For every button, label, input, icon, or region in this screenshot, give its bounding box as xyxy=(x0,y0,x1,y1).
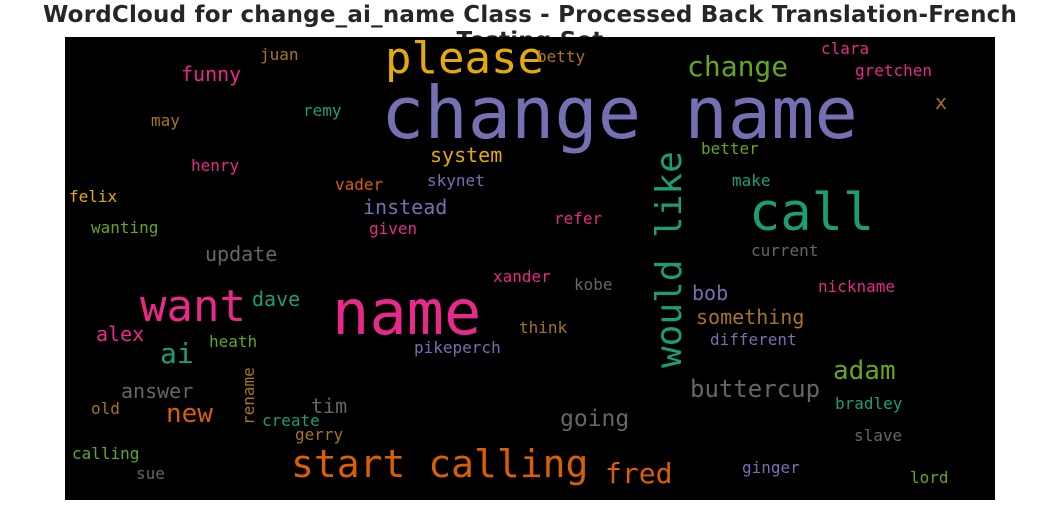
word-something: something xyxy=(696,307,804,327)
word-betty: betty xyxy=(537,49,585,65)
word-want: want xyxy=(140,285,246,329)
word-system: system xyxy=(430,145,502,165)
word-clara: clara xyxy=(821,41,869,57)
word-sue: sue xyxy=(136,466,165,482)
word-wanting: wanting xyxy=(91,220,158,236)
word-bob: bob xyxy=(692,283,728,303)
word-adam: adam xyxy=(833,358,896,384)
word-rename: rename xyxy=(241,367,257,425)
word-slave: slave xyxy=(854,428,902,444)
word-think: think xyxy=(519,320,567,336)
word-juan: juan xyxy=(260,47,299,63)
word-old: old xyxy=(91,401,120,417)
word-gretchen: gretchen xyxy=(855,63,932,79)
word-kobe: kobe xyxy=(574,277,613,293)
word-call: call xyxy=(749,187,874,239)
word-x: x xyxy=(935,92,947,112)
word-calling: calling xyxy=(72,446,139,462)
word-change-name: change name xyxy=(381,77,858,149)
word-fred: fred xyxy=(605,460,672,488)
word-may: may xyxy=(151,113,180,129)
word-xander: xander xyxy=(493,269,551,285)
word-lord: lord xyxy=(910,470,949,486)
word-henry: henry xyxy=(191,158,239,174)
word-heath: heath xyxy=(209,334,257,350)
word-change: change xyxy=(687,53,788,81)
word-please: please xyxy=(385,37,544,81)
wordcloud-canvas: change name name please call want would like s… xyxy=(65,37,995,500)
word-better: better xyxy=(701,141,759,157)
word-new: new xyxy=(166,401,213,427)
word-current: current xyxy=(751,243,818,259)
word-remy: remy xyxy=(303,103,342,119)
word-ai: ai xyxy=(160,340,194,368)
word-instead: instead xyxy=(363,197,447,217)
word-skynet: skynet xyxy=(427,173,485,189)
word-bradley: bradley xyxy=(835,396,902,412)
word-felix: felix xyxy=(69,189,117,205)
word-nickname: nickname xyxy=(818,279,895,295)
word-ginger: ginger xyxy=(742,460,800,476)
word-going: going xyxy=(560,408,629,431)
word-given: given xyxy=(369,221,417,237)
word-funny: funny xyxy=(181,64,241,84)
word-gerry: gerry xyxy=(295,427,343,443)
word-buttercup: buttercup xyxy=(690,377,820,401)
word-start-calling: start calling xyxy=(291,445,588,483)
word-pikeperch: pikeperch xyxy=(414,340,501,356)
word-different: different xyxy=(710,332,797,348)
word-make: make xyxy=(732,173,771,189)
word-would-like: would like xyxy=(652,151,688,368)
word-name: name xyxy=(332,282,481,344)
word-alex: alex xyxy=(96,324,144,344)
word-answer: answer xyxy=(121,381,193,401)
word-refer: refer xyxy=(554,211,602,227)
word-vader: vader xyxy=(335,177,383,193)
word-update: update xyxy=(205,244,277,264)
word-dave: dave xyxy=(252,289,300,309)
